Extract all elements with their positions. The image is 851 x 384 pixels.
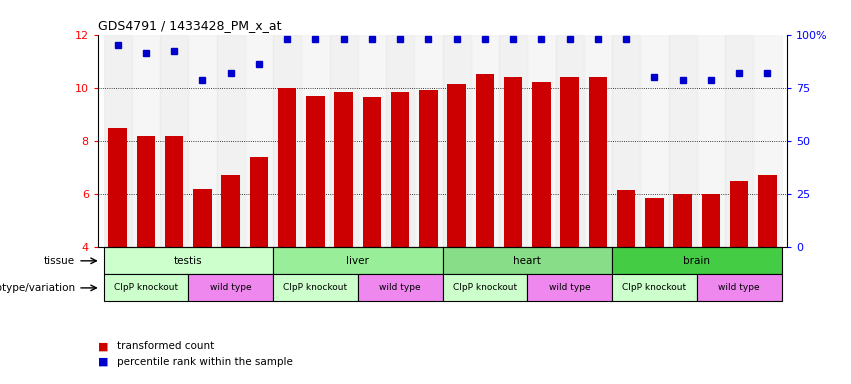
Bar xyxy=(160,35,188,247)
Text: ClpP knockout: ClpP knockout xyxy=(622,283,687,292)
Bar xyxy=(249,157,268,247)
Text: tissue: tissue xyxy=(44,256,75,266)
Bar xyxy=(386,35,414,247)
Bar xyxy=(758,175,777,247)
Bar xyxy=(216,35,245,247)
Bar xyxy=(443,247,612,274)
Bar xyxy=(357,274,443,301)
Bar xyxy=(443,274,528,301)
Bar xyxy=(697,35,725,247)
Bar xyxy=(556,35,584,247)
Bar xyxy=(334,92,353,247)
Bar xyxy=(301,35,329,247)
Bar xyxy=(273,247,443,274)
Bar xyxy=(669,35,697,247)
Text: brain: brain xyxy=(683,256,711,266)
Bar xyxy=(391,92,409,247)
Bar xyxy=(414,35,443,247)
Text: ClpP knockout: ClpP knockout xyxy=(453,283,517,292)
Bar xyxy=(499,35,528,247)
Bar xyxy=(476,74,494,247)
Text: testis: testis xyxy=(174,256,203,266)
Bar xyxy=(725,35,753,247)
Text: heart: heart xyxy=(513,256,541,266)
Bar xyxy=(645,198,664,247)
Bar xyxy=(165,136,183,247)
Bar xyxy=(753,35,781,247)
Bar xyxy=(528,274,612,301)
Bar xyxy=(278,88,296,247)
Bar xyxy=(589,77,607,247)
Bar xyxy=(104,247,273,274)
Text: percentile rank within the sample: percentile rank within the sample xyxy=(117,357,293,367)
Bar xyxy=(104,274,188,301)
Bar xyxy=(640,35,669,247)
Bar xyxy=(221,175,240,247)
Bar xyxy=(306,96,324,247)
Bar xyxy=(612,35,640,247)
Bar xyxy=(132,35,160,247)
Bar xyxy=(329,35,357,247)
Bar xyxy=(504,77,523,247)
Bar xyxy=(137,136,155,247)
Bar xyxy=(612,247,781,274)
Text: wild type: wild type xyxy=(380,283,421,292)
Bar xyxy=(273,35,301,247)
Bar xyxy=(697,274,781,301)
Bar xyxy=(188,35,216,247)
Bar xyxy=(612,274,697,301)
Bar xyxy=(193,189,212,247)
Text: liver: liver xyxy=(346,256,369,266)
Bar xyxy=(532,83,551,247)
Text: wild type: wild type xyxy=(718,283,760,292)
Bar xyxy=(702,194,720,247)
Text: wild type: wild type xyxy=(549,283,591,292)
Bar xyxy=(420,90,437,247)
Bar xyxy=(108,127,127,247)
Text: ■: ■ xyxy=(98,341,108,351)
Bar xyxy=(357,35,386,247)
Bar xyxy=(443,35,471,247)
Bar xyxy=(561,77,579,247)
Text: GDS4791 / 1433428_PM_x_at: GDS4791 / 1433428_PM_x_at xyxy=(98,19,282,32)
Text: ClpP knockout: ClpP knockout xyxy=(283,283,347,292)
Bar xyxy=(471,35,499,247)
Bar xyxy=(448,84,465,247)
Bar xyxy=(617,190,636,247)
Text: ■: ■ xyxy=(98,357,108,367)
Bar xyxy=(363,97,381,247)
Text: wild type: wild type xyxy=(210,283,251,292)
Bar xyxy=(673,194,692,247)
Bar xyxy=(273,274,357,301)
Text: genotype/variation: genotype/variation xyxy=(0,283,75,293)
Bar xyxy=(730,181,748,247)
Bar xyxy=(245,35,273,247)
Bar xyxy=(188,274,273,301)
Bar xyxy=(584,35,612,247)
Text: ClpP knockout: ClpP knockout xyxy=(114,283,178,292)
Bar xyxy=(104,35,132,247)
Bar xyxy=(528,35,556,247)
Text: transformed count: transformed count xyxy=(117,341,214,351)
